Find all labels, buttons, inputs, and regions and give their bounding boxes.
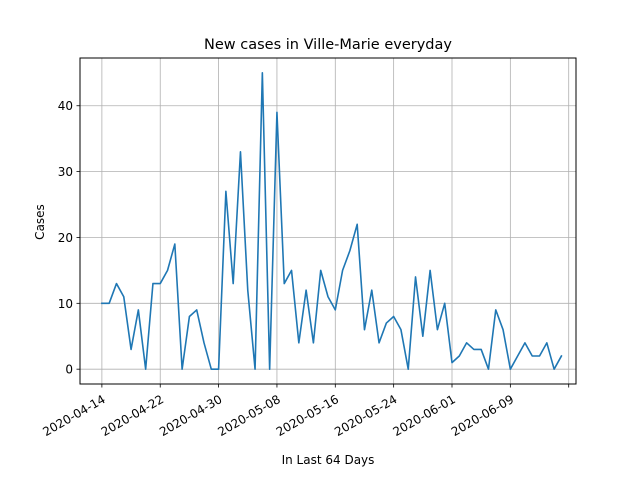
chart-title: New cases in Ville-Marie everyday [204,37,452,53]
x-tick-label: 2020-04-22 [99,392,166,439]
series-layer [101,72,563,370]
series-line [101,72,563,370]
x-tick-label: 2020-05-08 [215,392,282,439]
y-tick-label: 20 [58,231,73,245]
x-tick-label: 2020-06-09 [449,392,516,439]
y-axis-label: Cases [33,204,47,240]
x-tick-label: 2020-05-24 [332,392,399,439]
x-tick-label: 2020-04-14 [40,392,107,439]
x-axis-label: In Last 64 Days [282,453,375,467]
y-tick-label: 0 [65,363,73,377]
plot-frame [79,57,577,385]
x-tick-label: 2020-06-01 [390,392,457,439]
y-tick-label: 30 [58,165,73,179]
y-axis: 0 10 20 30 40 [58,99,80,377]
grid [80,58,576,384]
x-tick-label: 2020-04-30 [157,392,224,439]
x-tick-label: 2020-05-16 [274,392,341,439]
y-tick-label: 10 [58,297,73,311]
y-tick-label: 40 [58,99,73,113]
x-axis: 2020-04-142020-04-222020-04-302020-05-08… [40,384,570,439]
